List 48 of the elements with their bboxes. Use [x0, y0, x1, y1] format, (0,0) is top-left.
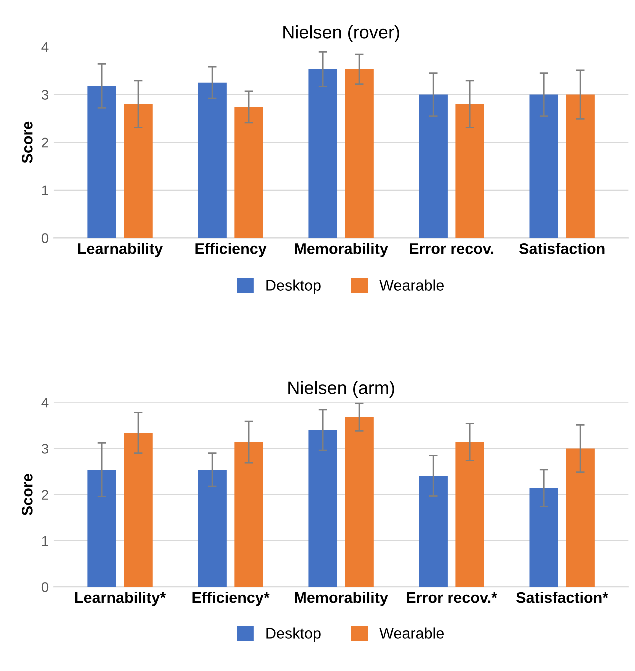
x-tick-label: Memorability: [295, 243, 388, 258]
y-tick-label: 3: [42, 444, 49, 454]
bar: [124, 104, 153, 238]
bar: [419, 476, 448, 588]
legend-label: Desktop: [266, 280, 321, 294]
y-tick-label: 0: [42, 234, 49, 244]
legend-label: Wearable: [380, 628, 444, 639]
y-tick-label: 4: [42, 398, 49, 408]
y-tick-label: 1: [42, 536, 48, 546]
bar: [234, 107, 264, 238]
bar: [198, 82, 227, 238]
x-tick-label: Error recov.: [410, 244, 494, 254]
y-tick-label: 1: [42, 186, 48, 196]
y-tick-label: 0: [42, 582, 49, 592]
bar: [308, 430, 338, 588]
y-tick-label: 4: [42, 42, 49, 52]
y-tick-label: 3: [42, 90, 49, 100]
x-tick-label: Satisfaction: [519, 243, 605, 254]
y-axis-title: Score: [22, 474, 33, 516]
x-tick-label: Learnability: [78, 243, 164, 258]
bar: [124, 433, 153, 588]
y-axis-title: Score: [22, 122, 33, 164]
bar: [566, 94, 595, 238]
bar: [530, 94, 558, 238]
x-tick-label: Learnability*: [75, 592, 166, 606]
bar: [345, 69, 374, 238]
x-tick-label: Efficiency*: [192, 592, 270, 606]
x-tick-label: Efficiency: [196, 243, 267, 258]
bar: [198, 470, 227, 588]
bar: [419, 94, 448, 238]
bar: [456, 104, 484, 238]
bar: [345, 417, 374, 588]
y-tick-label: 2: [42, 138, 48, 148]
bar: [566, 448, 595, 588]
x-tick-label: Memorability: [295, 592, 388, 606]
x-tick-label: Error recov.*: [407, 592, 498, 604]
bar: [234, 442, 264, 588]
bar: [530, 488, 558, 588]
chart-title: Nielsen (rover): [284, 26, 400, 42]
legend-label: Wearable: [380, 280, 444, 291]
x-tick-label: Satisfaction*: [516, 592, 609, 604]
legend-label: Desktop: [266, 628, 321, 642]
bar: [456, 442, 484, 588]
bar: [88, 86, 116, 238]
bar: [88, 470, 116, 588]
chart-title: Nielsen (arm): [288, 381, 394, 398]
y-tick-label: 2: [42, 490, 48, 500]
bar: [308, 69, 338, 238]
